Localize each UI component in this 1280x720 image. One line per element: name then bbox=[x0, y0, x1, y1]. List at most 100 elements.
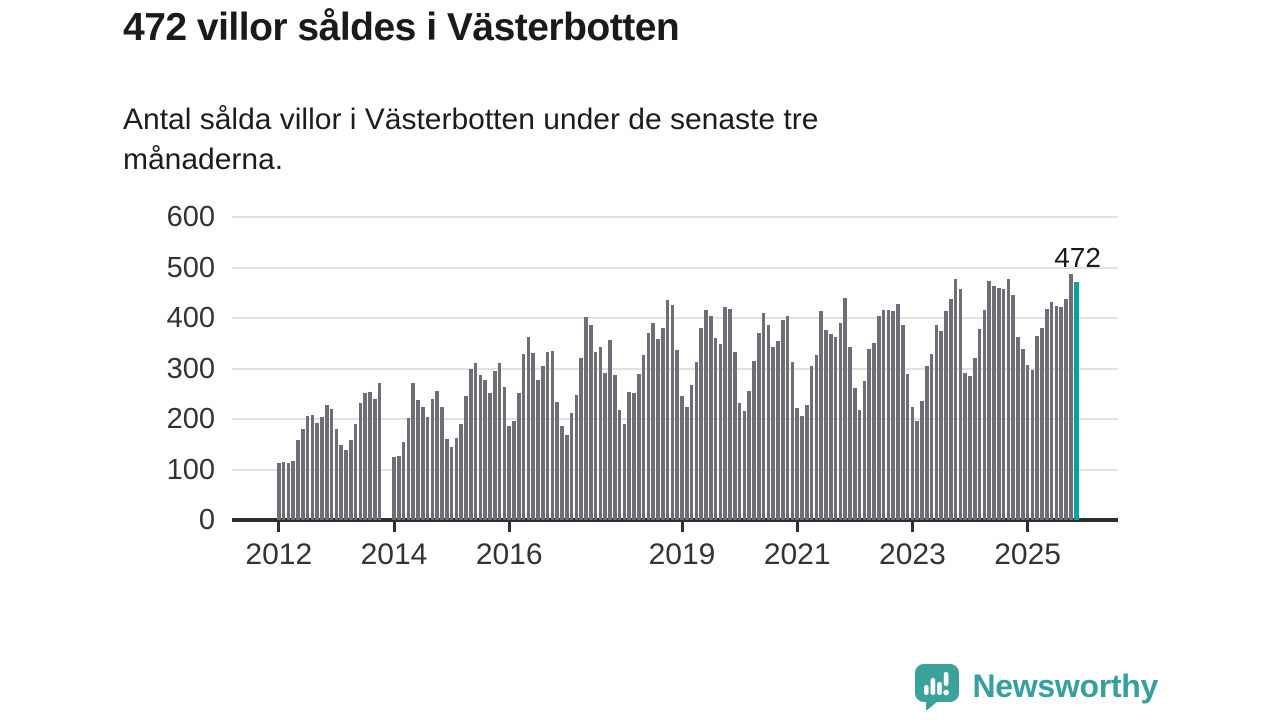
bar bbox=[742, 411, 747, 520]
bar bbox=[651, 322, 655, 520]
bar bbox=[521, 353, 526, 520]
bar bbox=[809, 365, 814, 520]
bar bbox=[656, 339, 660, 520]
bar bbox=[334, 429, 339, 520]
bar bbox=[665, 299, 670, 520]
bar bbox=[857, 409, 862, 520]
bar bbox=[550, 350, 555, 520]
bar bbox=[579, 358, 583, 520]
bar bbox=[747, 390, 751, 520]
x-tick-mark bbox=[1026, 522, 1030, 532]
bar bbox=[718, 344, 723, 520]
bar bbox=[325, 404, 329, 520]
bar bbox=[392, 457, 396, 520]
bar bbox=[493, 370, 497, 520]
bar bbox=[363, 392, 367, 520]
bar bbox=[752, 361, 756, 520]
bar bbox=[445, 439, 449, 520]
bar bbox=[1035, 336, 1039, 520]
bar bbox=[1021, 349, 1025, 520]
bar bbox=[891, 311, 895, 520]
bar bbox=[608, 340, 612, 520]
gridline bbox=[232, 418, 1118, 420]
bar bbox=[603, 372, 607, 520]
bar bbox=[637, 373, 641, 520]
bar bbox=[699, 327, 703, 520]
bar bbox=[589, 325, 593, 520]
bar bbox=[1011, 294, 1015, 520]
bar bbox=[737, 402, 742, 520]
bar bbox=[512, 420, 516, 520]
bar bbox=[661, 328, 665, 520]
bar bbox=[536, 380, 540, 520]
bar bbox=[915, 420, 919, 520]
bar bbox=[771, 346, 775, 520]
y-tick-label: 300 bbox=[166, 352, 215, 385]
bar bbox=[680, 396, 684, 520]
latest-value-label: 472 bbox=[1054, 241, 1101, 273]
bar bbox=[1001, 289, 1006, 520]
bar bbox=[339, 445, 343, 520]
bar bbox=[709, 315, 713, 520]
bar bbox=[353, 424, 358, 520]
bar bbox=[953, 279, 958, 520]
bar bbox=[1025, 364, 1030, 520]
bar bbox=[483, 379, 487, 520]
bar bbox=[411, 382, 415, 520]
bar bbox=[829, 334, 833, 520]
bar bbox=[497, 362, 502, 520]
bar bbox=[973, 358, 977, 520]
bar bbox=[670, 304, 675, 520]
gridline bbox=[232, 216, 1118, 218]
bar bbox=[819, 311, 823, 520]
bar bbox=[757, 332, 761, 520]
bar bbox=[987, 280, 991, 520]
bar bbox=[944, 311, 948, 520]
bar bbox=[1045, 309, 1049, 520]
bar bbox=[344, 450, 348, 520]
bar bbox=[843, 298, 847, 520]
bar bbox=[728, 309, 732, 520]
bar bbox=[901, 325, 905, 520]
bar bbox=[464, 395, 468, 520]
bar bbox=[853, 388, 857, 520]
bar bbox=[517, 392, 521, 520]
bar bbox=[925, 365, 929, 520]
bar bbox=[545, 351, 550, 520]
bar bbox=[425, 417, 430, 520]
subtitle-line-2: månaderna. bbox=[123, 143, 284, 176]
bar bbox=[785, 315, 790, 520]
bar bbox=[286, 462, 291, 520]
bar bbox=[723, 306, 727, 520]
x-tick-mark bbox=[277, 522, 281, 532]
bar bbox=[454, 438, 459, 520]
bar bbox=[440, 407, 444, 520]
y-tick-label: 500 bbox=[166, 251, 215, 284]
x-tick-label: 2014 bbox=[360, 538, 428, 571]
x-tick-mark bbox=[795, 522, 799, 532]
bar bbox=[281, 461, 286, 520]
bar bbox=[713, 338, 718, 520]
bar bbox=[781, 319, 785, 520]
bar bbox=[320, 417, 324, 520]
bar bbox=[790, 362, 795, 520]
bar bbox=[358, 402, 363, 520]
bar bbox=[632, 393, 636, 520]
gridline bbox=[232, 317, 1118, 319]
bar bbox=[1049, 301, 1054, 520]
x-tick-label: 2023 bbox=[879, 538, 946, 571]
bar bbox=[641, 354, 646, 520]
bar bbox=[886, 309, 891, 520]
bar bbox=[377, 382, 382, 520]
bar bbox=[406, 418, 411, 520]
bar bbox=[622, 424, 627, 520]
bar bbox=[1059, 307, 1063, 520]
bar bbox=[584, 317, 588, 520]
x-tick-label: 2021 bbox=[763, 538, 831, 571]
bar bbox=[526, 337, 531, 520]
subtitle-line-1: Antal sålda villor i Västerbotten under … bbox=[123, 103, 819, 136]
bar bbox=[397, 455, 401, 520]
y-tick-label: 600 bbox=[166, 201, 215, 233]
